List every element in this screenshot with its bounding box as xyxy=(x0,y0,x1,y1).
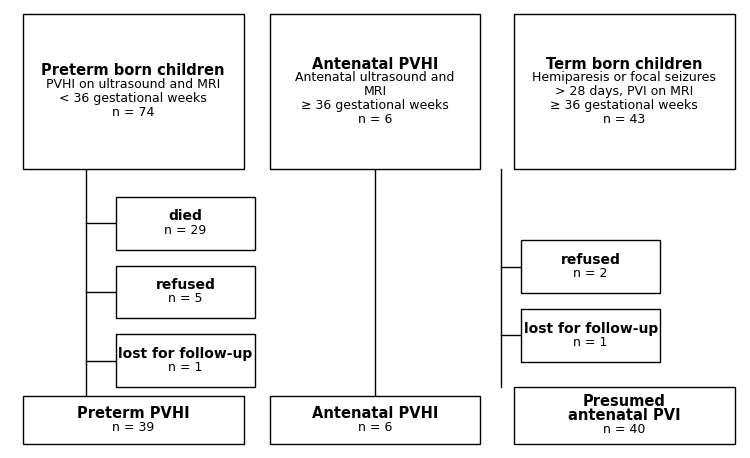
FancyBboxPatch shape xyxy=(514,14,735,169)
Text: n = 1: n = 1 xyxy=(574,336,608,349)
Text: PVHI on ultrasound and MRI: PVHI on ultrasound and MRI xyxy=(46,78,220,91)
Text: ≥ 36 gestational weeks: ≥ 36 gestational weeks xyxy=(550,99,698,112)
Text: n = 6: n = 6 xyxy=(358,420,392,434)
Text: n = 43: n = 43 xyxy=(603,113,646,125)
Text: Hemiparesis or focal seizures: Hemiparesis or focal seizures xyxy=(532,71,716,84)
Text: < 36 gestational weeks: < 36 gestational weeks xyxy=(59,92,207,105)
Text: n = 74: n = 74 xyxy=(112,106,154,119)
FancyBboxPatch shape xyxy=(116,266,255,318)
FancyBboxPatch shape xyxy=(116,334,255,387)
FancyBboxPatch shape xyxy=(116,197,255,250)
Text: Preterm born children: Preterm born children xyxy=(41,64,225,78)
Text: Antenatal PVHI: Antenatal PVHI xyxy=(312,406,438,421)
FancyBboxPatch shape xyxy=(270,396,480,444)
Text: lost for follow-up: lost for follow-up xyxy=(524,322,658,336)
Text: n = 5: n = 5 xyxy=(168,292,202,305)
Text: antenatal PVI: antenatal PVI xyxy=(568,408,681,423)
Text: refused: refused xyxy=(561,253,620,267)
Text: n = 6: n = 6 xyxy=(358,113,392,125)
FancyBboxPatch shape xyxy=(521,240,660,293)
Text: Presumed: Presumed xyxy=(583,394,666,409)
Text: n = 1: n = 1 xyxy=(169,361,202,374)
Text: MRI: MRI xyxy=(364,85,386,98)
FancyBboxPatch shape xyxy=(22,14,244,169)
Text: lost for follow-up: lost for follow-up xyxy=(118,347,253,361)
Text: refused: refused xyxy=(156,278,215,292)
FancyBboxPatch shape xyxy=(270,14,480,169)
Text: n = 29: n = 29 xyxy=(164,224,207,237)
FancyBboxPatch shape xyxy=(514,387,735,444)
FancyBboxPatch shape xyxy=(22,396,244,444)
FancyBboxPatch shape xyxy=(521,309,660,362)
Text: ≥ 36 gestational weeks: ≥ 36 gestational weeks xyxy=(301,99,448,112)
Text: Antenatal ultrasound and: Antenatal ultrasound and xyxy=(296,71,454,84)
Text: Term born children: Term born children xyxy=(546,57,703,71)
Text: n = 40: n = 40 xyxy=(603,423,646,436)
Text: died: died xyxy=(169,209,202,224)
Text: n = 2: n = 2 xyxy=(574,267,608,280)
Text: Preterm PVHI: Preterm PVHI xyxy=(76,406,190,421)
Text: Antenatal PVHI: Antenatal PVHI xyxy=(312,57,438,71)
Text: n = 39: n = 39 xyxy=(112,420,154,434)
Text: > 28 days, PVI on MRI: > 28 days, PVI on MRI xyxy=(555,85,694,98)
